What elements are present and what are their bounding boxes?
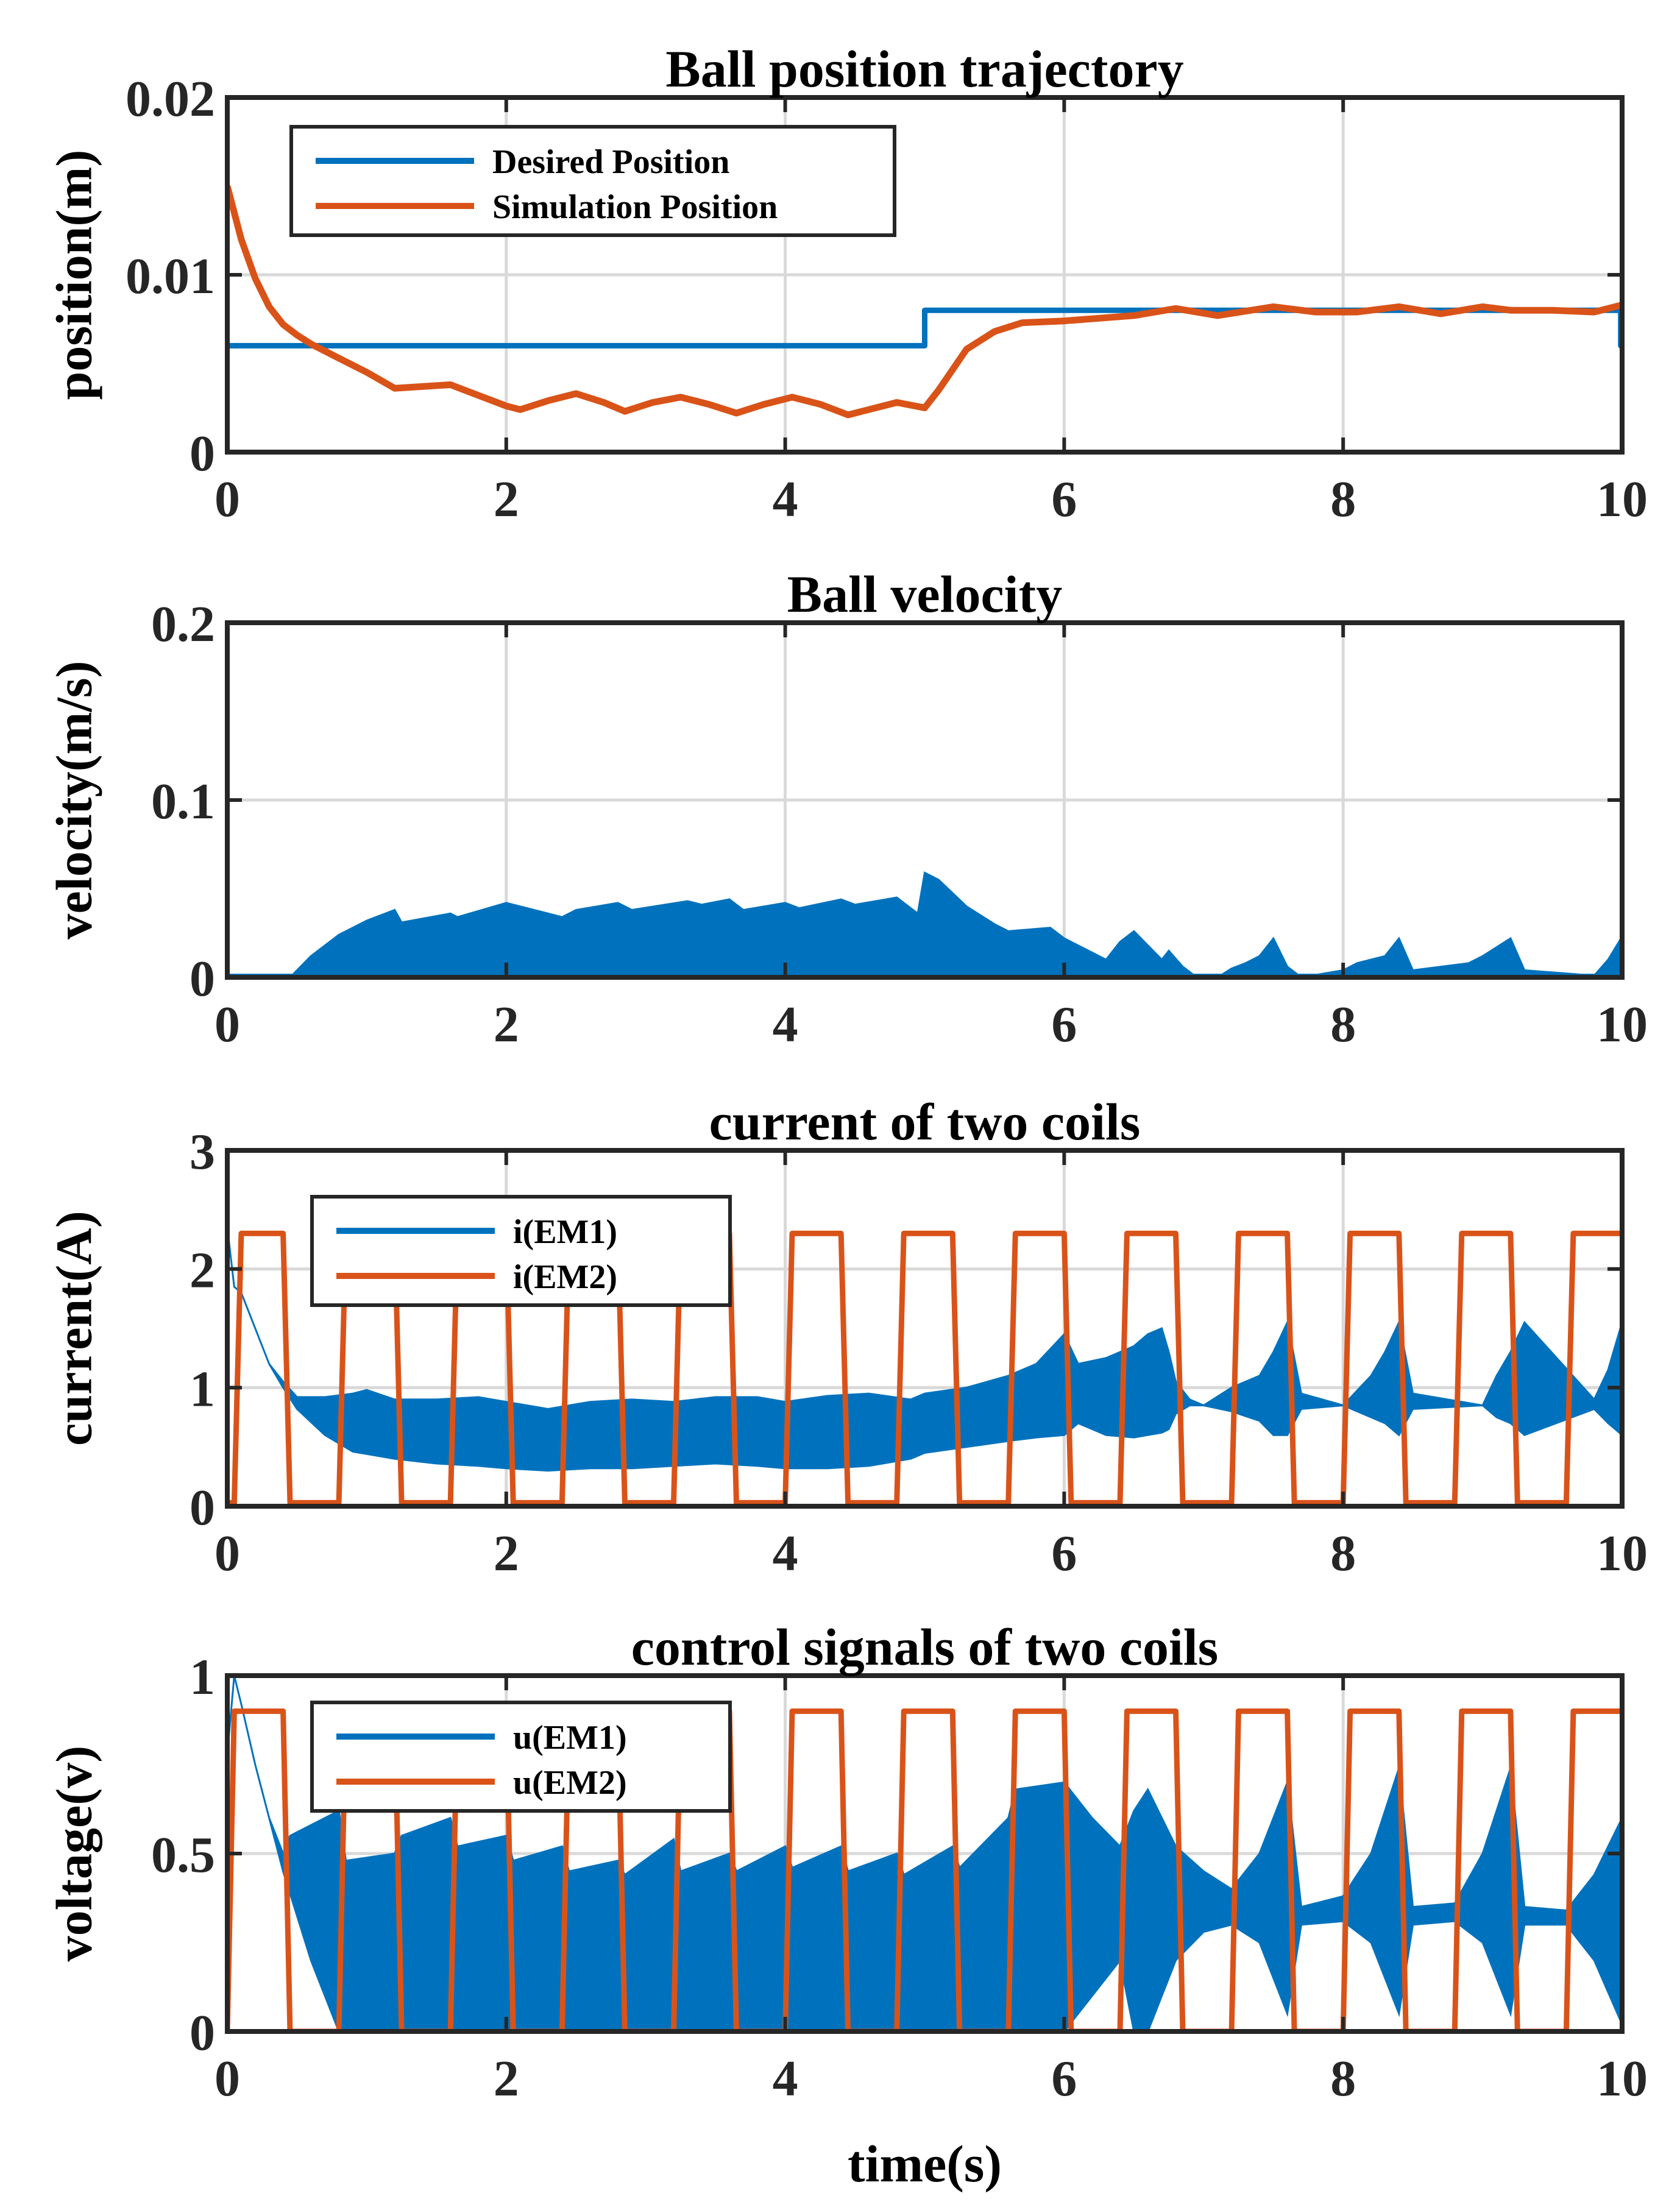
current-plot-area (227, 1227, 1622, 1506)
voltage-legend-label-1: u(EM1) (513, 1719, 627, 1757)
position-chart-title: Ball position trajectory (665, 40, 1183, 98)
current-xtick-label: 10 (1597, 1525, 1648, 1582)
velocity-xtick-label: 2 (494, 996, 519, 1053)
position-xtick-label: 8 (1330, 471, 1356, 528)
velocity-xtick-label: 6 (1051, 996, 1077, 1053)
current-em2-pulse (227, 1230, 1622, 1506)
velocity-ytick-label: 0.2 (151, 596, 215, 653)
voltage-ytick-label: 1 (190, 1649, 215, 1705)
current-ytick-label: 2 (190, 1242, 215, 1299)
current-xtick-label: 4 (773, 1525, 798, 1582)
current-xtick-label: 2 (494, 1525, 519, 1582)
position-ytick-label: 0.01 (126, 248, 215, 305)
position-xtick-label: 10 (1597, 471, 1648, 528)
velocity-xtick-label: 0 (214, 996, 240, 1053)
position-legend-box (289, 125, 896, 237)
current-axes-frame (225, 1148, 1625, 1509)
position-legend-label-2: Simulation Position (492, 188, 778, 226)
desired-position-line (227, 307, 1622, 349)
current-xtick-label: 6 (1051, 1525, 1077, 1582)
time-xlabel: time(s) (848, 2134, 1002, 2193)
position-xtick-label: 4 (773, 471, 798, 528)
voltage-xtick-label: 2 (494, 2050, 519, 2107)
voltage-xtick-label: 8 (1330, 2050, 1356, 2107)
current-xtick-label: 8 (1330, 1525, 1356, 1582)
simulation-position-line (227, 185, 1622, 419)
velocity-xtick-label: 4 (773, 996, 798, 1053)
current-chart-title: current of two coils (709, 1093, 1141, 1151)
position-legend: Desired Position Simulation Position (289, 125, 896, 237)
velocity-xticks: 0 2 4 6 8 10 (214, 623, 1648, 1053)
voltage-legend-box (310, 1701, 732, 1813)
position-yticks: 0 0.01 0.02 (126, 71, 1622, 482)
velocity-chart-title: Ball velocity (787, 565, 1062, 623)
voltage-em1-band (227, 1676, 1622, 2031)
voltage-xtick-label: 6 (1051, 2050, 1077, 2107)
velocity-area (227, 871, 1622, 977)
voltage-plot-area (227, 1676, 1622, 2031)
voltage-chart-title: control signals of two coils (631, 1618, 1219, 1676)
position-xtick-label: 2 (494, 471, 519, 528)
voltage-xtick-label: 10 (1597, 2050, 1648, 2107)
velocity-plot-area (227, 871, 1622, 977)
voltage-em2-pulse (227, 1708, 1622, 2031)
position-xtick-label: 0 (214, 471, 240, 528)
current-legend-label-1: i(EM1) (513, 1213, 617, 1251)
velocity-xtick-label: 8 (1330, 996, 1356, 1053)
velocity-panel: 0 2 4 6 8 10 0 0.1 0.2 Ball velocity velocity(m/s) (46, 565, 1648, 1053)
velocity-yticks: 0 0.1 0.2 (151, 596, 1622, 1007)
current-legend-label-2: i(EM2) (513, 1258, 617, 1296)
current-yticks: 0 1 2 3 (190, 1124, 1622, 1536)
current-ytick-label: 0 (190, 1479, 215, 1536)
velocity-ylabel: velocity(m/s) (46, 661, 102, 939)
velocity-ytick-label: 0 (190, 951, 215, 1007)
voltage-ylabel: voltage(v) (46, 1746, 102, 1962)
position-ylabel: position(m) (46, 150, 102, 400)
voltage-yticks: 00.51 (151, 1649, 1622, 2061)
voltage-legend-label-2: u(EM2) (513, 1764, 627, 1802)
voltage-ytick-label: 0.5 (151, 1827, 215, 1883)
position-ytick-label: 0 (190, 425, 215, 482)
position-xticks: 0 2 4 6 8 10 (214, 97, 1648, 528)
current-ytick-label: 3 (190, 1124, 215, 1180)
velocity-xtick-label: 10 (1597, 996, 1648, 1053)
voltage-ytick-label: 0 (190, 2005, 215, 2061)
velocity-ytick-label: 0.1 (151, 773, 215, 830)
current-xtick-label: 0 (214, 1525, 240, 1582)
current-ylabel: current(A) (46, 1211, 102, 1446)
current-panel: 0 2 4 6 8 10 0 1 2 3 current of two coils current(A… (46, 1093, 1648, 1582)
current-legend-box (310, 1195, 732, 1307)
voltage-legend: u(EM1) u(EM2) (310, 1701, 732, 1813)
position-ytick-label: 0.02 (126, 71, 215, 127)
current-legend: i(EM1) i(EM2) (310, 1195, 732, 1307)
position-legend-label-1: Desired Position (492, 143, 729, 181)
current-xticks: 0 2 4 6 8 10 (214, 1150, 1648, 1582)
current-ytick-label: 1 (190, 1361, 215, 1417)
voltage-xtick-label: 4 (773, 2050, 798, 2107)
voltage-xticks: 0 2 4 6 8 10 (214, 1676, 1648, 2107)
position-panel: 0 2 4 6 8 10 0 0.01 0.02 Ball position trajectory… (46, 40, 1648, 528)
position-xtick-label: 6 (1051, 471, 1077, 528)
current-em1-band (227, 1227, 1622, 1472)
voltage-xtick-label: 0 (214, 2050, 240, 2107)
